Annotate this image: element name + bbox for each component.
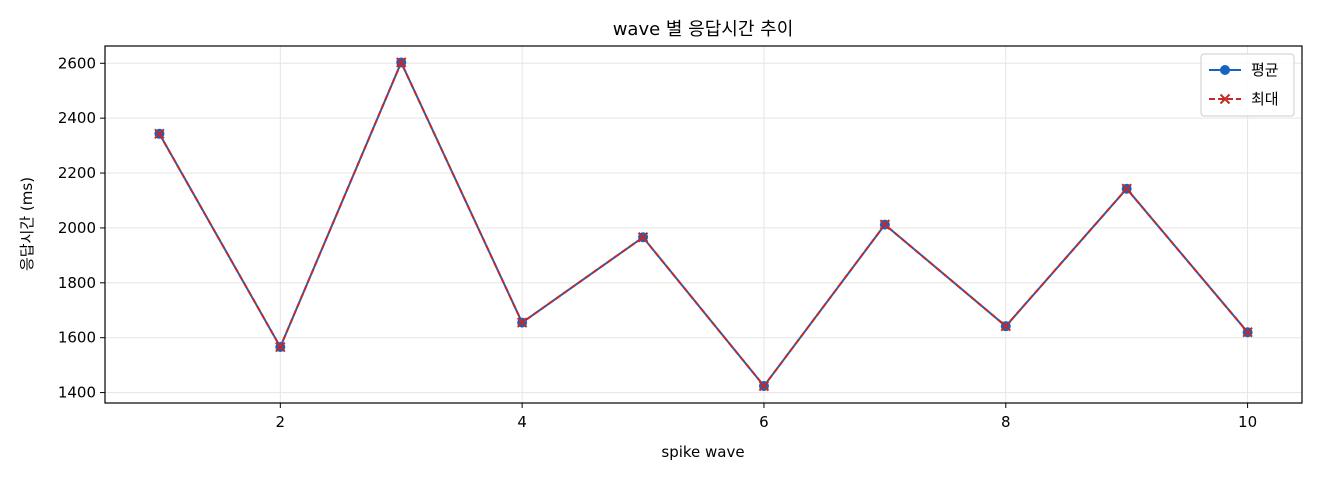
series-2-point: [1242, 326, 1253, 338]
legend-label-2: 최대: [1251, 90, 1279, 108]
x-tick-label: 6: [759, 413, 769, 431]
x-tick-label: 8: [1001, 413, 1011, 431]
grid: [105, 46, 1302, 403]
y-axis: 1400 1600 1800 2000 2200 2400 2600: [58, 54, 105, 402]
x-tick-label: 4: [517, 413, 527, 431]
y-tick-label: 2400: [58, 109, 96, 127]
legend-box: [1200, 53, 1295, 117]
y-tick-label: 2600: [58, 54, 96, 72]
plot-frame: [104, 45, 1303, 404]
y-tick-label: 1800: [58, 274, 96, 292]
x-tick-label: 2: [276, 413, 286, 431]
series-2-point: [758, 380, 770, 392]
series-2-point: [396, 57, 407, 68]
series-layer: [154, 57, 1253, 392]
legend-label-1: 평균: [1251, 61, 1279, 79]
x-tick-label: 10: [1238, 413, 1257, 431]
series-2-point: [879, 219, 891, 230]
y-tick-label: 2000: [58, 219, 96, 237]
x-axis: 2 4 6 8 10: [276, 403, 1257, 431]
y-tick-label: 1600: [58, 329, 96, 347]
legend-marker-2: [1219, 93, 1231, 105]
series-2-point: [275, 341, 286, 353]
series-2-point: [1000, 320, 1011, 332]
series-2-point: [154, 128, 165, 140]
series-line-2: [158, 60, 1249, 388]
y-tick-label: 2200: [58, 164, 96, 182]
y-axis-label: 응답시간 (ms): [18, 177, 36, 271]
y-tick-label: 1400: [58, 384, 96, 402]
series-2-point: [637, 232, 649, 243]
series-2-point: [516, 317, 528, 328]
x-axis-label: spike wave: [661, 443, 744, 461]
chart-title: wave 별 응답시간 추이: [613, 19, 794, 40]
legend-marker-1: [1220, 65, 1230, 75]
series-2-point: [1121, 183, 1132, 194]
